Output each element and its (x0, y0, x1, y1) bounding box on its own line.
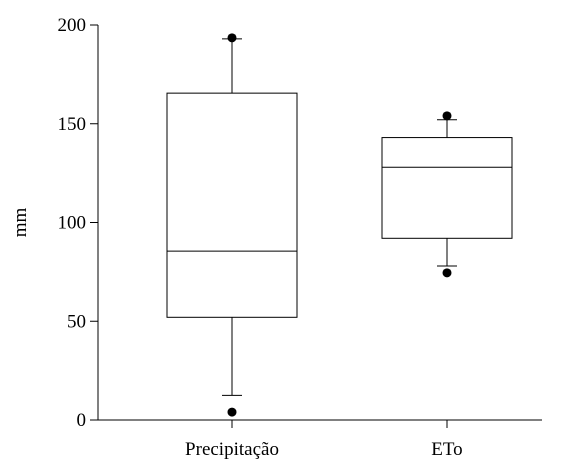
y-tick-label: 0 (77, 410, 87, 431)
box-precipitacao (166, 33, 298, 417)
y-tick-label: 50 (67, 311, 86, 332)
y-tick-label: 200 (58, 15, 87, 36)
x-tick-label: Precipitação (185, 439, 279, 460)
axes: 0 50 100 150 200 Precipitação ETo (58, 15, 542, 460)
y-axis-label: mm (10, 208, 31, 238)
x-tick-label: ETo (431, 439, 462, 460)
outlier-point (227, 33, 237, 43)
outlier-point (227, 407, 237, 417)
outlier-point (442, 268, 452, 278)
y-tick-label: 150 (58, 114, 87, 135)
outlier-point (442, 111, 452, 121)
box-eto (381, 111, 513, 278)
iqr-box (166, 92, 298, 318)
y-tick-label: 100 (58, 213, 87, 234)
iqr-box (381, 137, 513, 239)
boxes (166, 33, 513, 417)
